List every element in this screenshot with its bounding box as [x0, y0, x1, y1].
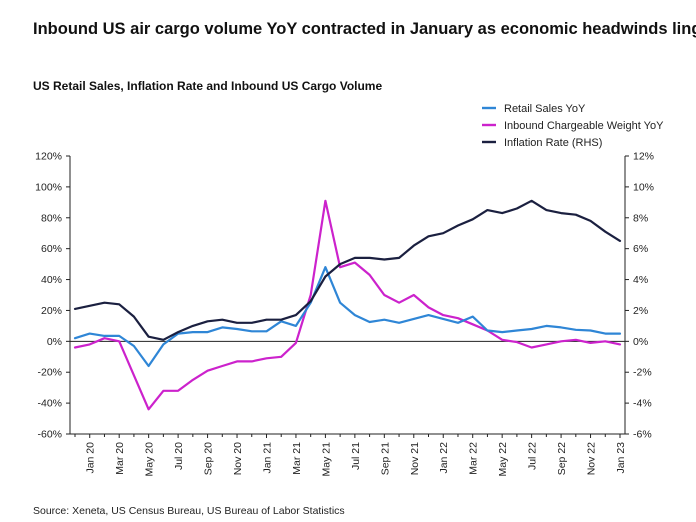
- x-tick-label: Nov 20: [232, 442, 244, 475]
- x-tick-label: May 22: [497, 442, 509, 477]
- left-tick-label: 120%: [35, 151, 62, 163]
- left-tick-label: 40%: [41, 274, 62, 286]
- x-axis-ticks: Jan 20 Mar 20 May 20 Jul 20 Sep 20 Nov 20 Jan …: [74, 434, 627, 477]
- x-tick-label: Jul 20: [173, 442, 185, 470]
- x-tick-label: Nov 21: [409, 442, 421, 475]
- x-tick-label: Mar 20: [114, 442, 126, 475]
- left-tick-label: 0%: [47, 336, 62, 348]
- right-tick-label: 0%: [633, 336, 648, 348]
- series-line-retail-sales-yoy: [73, 266, 622, 368]
- right-tick-label: 8%: [633, 212, 648, 224]
- source-note: Source: Xeneta, US Census Bureau, US Bur…: [33, 505, 345, 517]
- x-tick-label: Jan 22: [438, 442, 450, 474]
- series-line-inflation-rate-rhs: [73, 199, 622, 341]
- right-tick-label: 12%: [633, 151, 654, 163]
- x-tick-label: Jul 22: [527, 442, 539, 470]
- page-headline: Inbound US air cargo volume YoY contract…: [33, 20, 696, 38]
- chart-series: [73, 199, 622, 411]
- x-tick-label: Nov 22: [586, 442, 598, 475]
- left-axis-ticks: 120% 100% 80% 60% 40% 20% 0% -20% -40% -60%: [35, 151, 70, 441]
- x-tick-label: Jan 21: [261, 442, 273, 474]
- x-tick-label: Mar 21: [291, 442, 303, 475]
- right-axis-ticks: 12% 10% 8% 6% 4% 2% 0% -2% -4% -6%: [625, 151, 654, 441]
- series-line-inbound-chargeable-weight-yoy: [73, 199, 622, 411]
- x-tick-label: Jan 23: [615, 442, 627, 474]
- left-tick-label: -40%: [37, 398, 62, 410]
- x-tick-label: Sep 22: [556, 442, 568, 475]
- x-tick-label: Mar 22: [468, 442, 480, 475]
- right-tick-label: 10%: [633, 181, 654, 193]
- left-tick-label: 20%: [41, 305, 62, 317]
- x-tick-label: Sep 20: [203, 442, 215, 475]
- right-tick-label: 6%: [633, 243, 648, 255]
- x-tick-label: May 21: [320, 442, 332, 477]
- chart-legend: Retail Sales YoY Inbound Chargeable Weigh…: [482, 103, 664, 149]
- left-tick-label: -20%: [37, 367, 62, 379]
- x-tick-label: May 20: [144, 442, 156, 477]
- x-tick-label: Sep 21: [379, 442, 391, 475]
- right-tick-label: -4%: [633, 398, 652, 410]
- chart-axes: [69, 156, 626, 435]
- x-tick-label: Jan 20: [85, 442, 97, 474]
- left-tick-label: 80%: [41, 212, 62, 224]
- x-tick-label: Jul 21: [350, 442, 362, 470]
- right-tick-label: -2%: [633, 367, 652, 379]
- chart-title: US Retail Sales, Inflation Rate and Inbo…: [33, 79, 383, 93]
- left-tick-label: 100%: [35, 181, 62, 193]
- right-tick-label: 4%: [633, 274, 648, 286]
- legend-label: Inbound Chargeable Weight YoY: [504, 120, 664, 132]
- left-tick-label: -60%: [37, 429, 62, 441]
- right-tick-label: -6%: [633, 429, 652, 441]
- right-tick-label: 2%: [633, 305, 648, 317]
- legend-label: Inflation Rate (RHS): [504, 137, 602, 149]
- left-tick-label: 60%: [41, 243, 62, 255]
- legend-label: Retail Sales YoY: [504, 103, 586, 115]
